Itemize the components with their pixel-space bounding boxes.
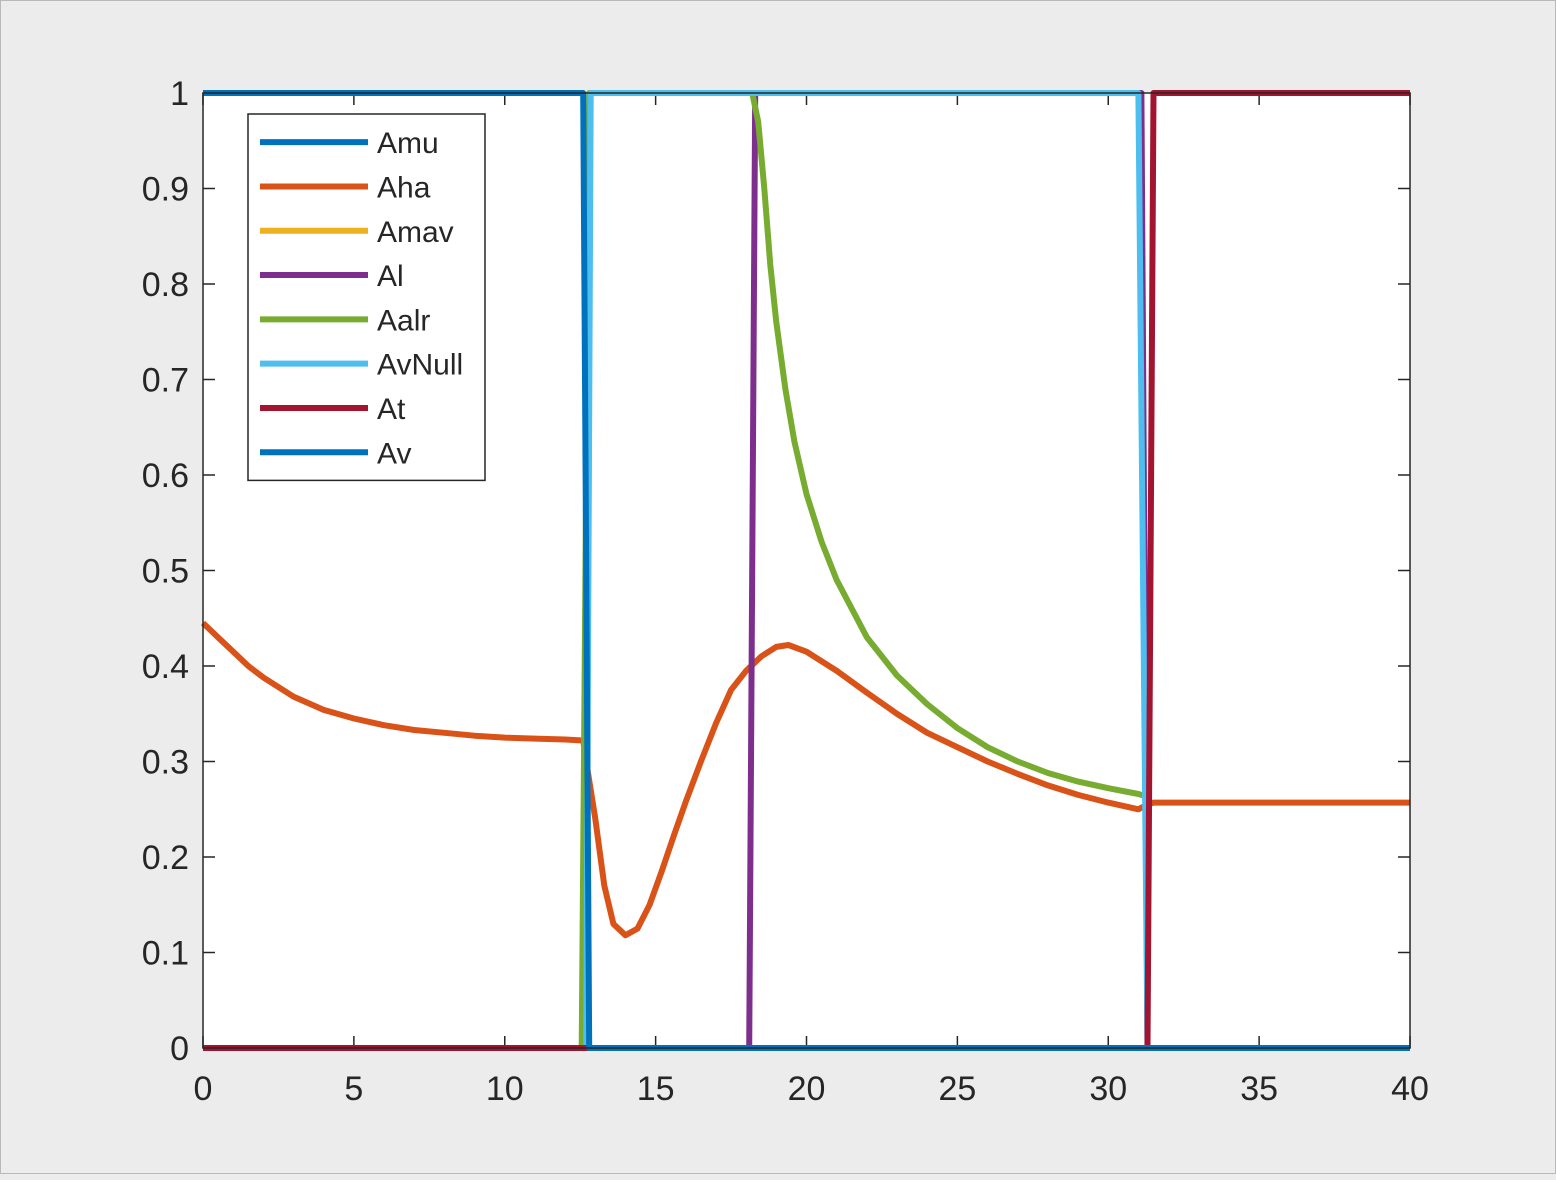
y-tick-label: 0.6 — [142, 457, 189, 495]
x-tick-label: 35 — [1240, 1070, 1278, 1108]
x-tick-label: 5 — [344, 1070, 363, 1108]
legend: Amu Aha Amav Al Aalr AvNull At Av — [247, 113, 486, 482]
legend-label: AvNull — [377, 349, 463, 382]
legend-label: Av — [377, 437, 411, 470]
y-tick-label: 0.3 — [142, 744, 189, 782]
y-tick-label: 0 — [170, 1030, 189, 1068]
series-line-aalr — [203, 90, 1146, 1051]
x-tick-label: 15 — [637, 1070, 675, 1108]
legend-label: Aalr — [377, 304, 430, 337]
y-tick-label: 0.8 — [142, 266, 189, 304]
y-tick-label: 0.2 — [142, 839, 189, 877]
axes-box — [202, 92, 1411, 1049]
y-tick-label: 0.9 — [142, 171, 189, 209]
x-tick-label: 30 — [1089, 1070, 1127, 1108]
y-tick-label: 0.1 — [142, 935, 189, 973]
x-tick-label: 25 — [938, 1070, 976, 1108]
x-tick-label: 10 — [486, 1070, 524, 1108]
y-tick-label: 0.7 — [142, 362, 189, 400]
legend-label: At — [377, 393, 406, 426]
legend-label: Aha — [377, 171, 431, 204]
y-tick-label: 0.4 — [142, 648, 189, 686]
x-tick-label: 0 — [194, 1070, 213, 1108]
series-line-aha — [200, 620, 1410, 939]
tick-labels: 0 5 10 15 20 25 30 35 40 0 0.1 0.2 0.3 0.4 0.5 0.6 0.7 0.… — [142, 75, 1429, 1108]
legend-label: Al — [377, 260, 404, 293]
y-tick-label: 0.5 — [142, 553, 189, 591]
legend-label: Amu — [377, 127, 439, 160]
y-tick-label: 1 — [170, 75, 189, 113]
legend-box — [247, 113, 486, 482]
x-tick-label: 20 — [788, 1070, 826, 1108]
x-tick-label: 40 — [1391, 1070, 1429, 1108]
legend-label: Amav — [377, 216, 454, 249]
